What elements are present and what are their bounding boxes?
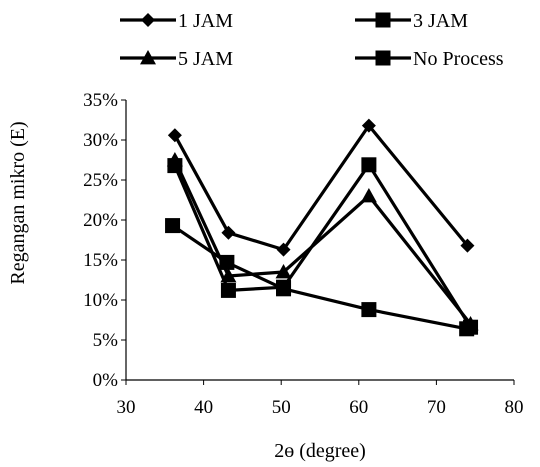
legend-marker (140, 50, 156, 65)
data-point (276, 281, 292, 297)
series-group (165, 118, 479, 337)
legend-marker (375, 12, 391, 28)
series-no-process (165, 218, 475, 337)
y-tick-label: 15% (83, 250, 118, 271)
data-point (220, 282, 236, 298)
axes: 0% 5% 10% 15% 20% 25% 30% 35% 30 40 50 60 70 80 (83, 90, 523, 418)
data-point (361, 118, 376, 133)
data-point (167, 128, 182, 143)
x-tick-label: 50 (272, 397, 291, 418)
legend-marker (141, 13, 155, 27)
data-point (166, 152, 183, 167)
data-point (219, 254, 235, 270)
x-axis-title: 2ɵ (degree) (274, 440, 366, 462)
legend-label: 3 JAM (413, 10, 468, 32)
data-point (459, 321, 475, 337)
series-line (173, 163, 472, 329)
data-point (361, 302, 377, 318)
y-tick-label: 0% (93, 370, 119, 391)
x-tick-label: 40 (194, 397, 213, 418)
legend-item: 5 JAM (120, 48, 233, 70)
series-5-jam (166, 152, 479, 331)
data-point (460, 238, 475, 253)
x-tick-label: 70 (427, 397, 446, 418)
data-point (276, 242, 291, 257)
legend: 1 JAM 3 JAM 5 JAM No Process (120, 10, 504, 70)
legend-item: 3 JAM (355, 10, 468, 32)
data-point (361, 157, 377, 173)
data-point (220, 268, 237, 283)
legend-item: No Process (355, 48, 504, 70)
y-axis-title: Regangan mikro (E) (7, 121, 29, 284)
legend-marker (375, 50, 391, 66)
y-tick-label: 5% (93, 330, 119, 351)
data-point (360, 188, 377, 203)
data-point (221, 225, 236, 240)
legend-label: No Process (413, 48, 504, 70)
y-tick-label: 10% (83, 290, 118, 311)
data-point (275, 264, 292, 279)
y-tick-label: 25% (83, 170, 118, 191)
legend-label: 1 JAM (178, 10, 233, 32)
y-tick-label: 35% (83, 90, 118, 111)
series-1-jam (167, 118, 475, 257)
x-tick-label: 80 (505, 397, 524, 418)
y-tick-label: 20% (83, 210, 118, 231)
data-point (165, 218, 181, 234)
x-tick-label: 60 (349, 397, 368, 418)
legend-label: 5 JAM (178, 48, 233, 70)
x-tick-label: 30 (117, 397, 136, 418)
y-tick-label: 30% (83, 130, 118, 151)
legend-item: 1 JAM (120, 10, 233, 32)
